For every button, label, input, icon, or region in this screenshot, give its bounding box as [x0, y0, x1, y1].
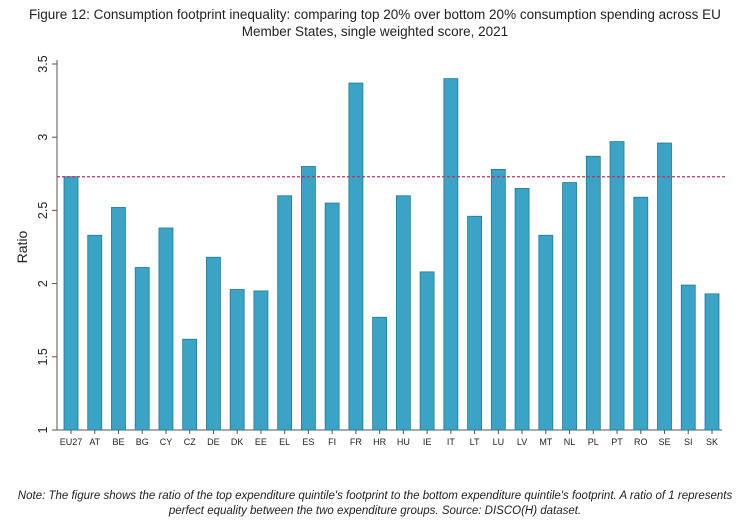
- bar-be: [111, 207, 126, 431]
- x-tick-label-de: DE: [207, 437, 220, 447]
- x-tick-label-hu: HU: [397, 437, 410, 447]
- x-tick-label-fi: FI: [328, 437, 336, 447]
- bar-pt: [609, 141, 625, 431]
- bar-dk: [229, 289, 245, 431]
- x-tick-label-sk: SK: [706, 437, 718, 447]
- y-tick-label: 2: [36, 280, 50, 287]
- bar-ie: [419, 271, 435, 431]
- bar-lv: [514, 188, 530, 431]
- figure-note: Note: The figure shows the ratio of the …: [17, 490, 733, 517]
- x-tick-label-es: ES: [302, 437, 314, 447]
- chart-area: 1 1.5 2 2.5 3 3.5 Ratio EU27 AT BE BG CY CZ DE DK EE EL E…: [0, 50, 750, 470]
- x-tick-label-se: SE: [659, 437, 671, 447]
- y-tick-label: 1.5: [36, 348, 50, 365]
- x-tick-label-ro: RO: [634, 437, 648, 447]
- bar-el: [277, 195, 293, 431]
- bar-de: [206, 256, 221, 431]
- x-tick-label-lt: LT: [470, 437, 480, 447]
- bar-sk: [704, 293, 720, 431]
- x-tick-label-lu: LU: [493, 437, 505, 447]
- bar-cz: [182, 338, 198, 431]
- x-tick-label-nl: NL: [564, 437, 576, 447]
- x-tick-label-fr: FR: [350, 437, 362, 447]
- bar-ee: [253, 290, 269, 431]
- bar-se: [657, 142, 672, 431]
- bar-it: [443, 78, 459, 431]
- bar-nl: [562, 182, 577, 431]
- bar-lt: [467, 215, 482, 431]
- x-tick-label-pl: PL: [588, 437, 599, 447]
- bar-lu: [490, 169, 506, 431]
- x-tick-label-cz: CZ: [184, 437, 196, 447]
- bar-hu: [395, 195, 411, 431]
- x-tick-label-lv: LV: [517, 437, 527, 447]
- x-tick-label-dk: DK: [231, 437, 244, 447]
- x-tick-label-it: IT: [447, 437, 456, 447]
- bar-chart: 1 1.5 2 2.5 3 3.5 Ratio EU27 AT BE BG CY CZ DE DK EE EL E…: [14, 55, 726, 447]
- bar-fi: [324, 202, 340, 431]
- y-tick-label: 3: [36, 134, 50, 141]
- figure-title: Figure 12: Consumption footprint inequal…: [29, 7, 721, 39]
- x-tick-label-hr: HR: [373, 437, 386, 447]
- bar-ro: [633, 196, 649, 431]
- bar-cy: [158, 227, 174, 431]
- y-tick-label: 1: [36, 426, 50, 433]
- y-tick-label: 2.5: [36, 202, 50, 219]
- x-tick-label-ie: IE: [423, 437, 432, 447]
- x-tick-label-si: SI: [684, 437, 693, 447]
- y-axis-title: Ratio: [14, 230, 30, 263]
- x-tick-label-bg: BG: [136, 437, 149, 447]
- bar-bg: [134, 267, 150, 431]
- bar-eu27: [63, 176, 79, 431]
- x-tick-label-mt: MT: [539, 437, 552, 447]
- x-tick-label-at: AT: [89, 437, 100, 447]
- x-tick-label-cy: CY: [160, 437, 173, 447]
- bar-hr: [372, 316, 388, 431]
- bar-mt: [538, 234, 554, 431]
- bar-fr: [348, 82, 364, 431]
- x-tick-label-ee: EE: [255, 437, 267, 447]
- bar-pl: [585, 155, 601, 431]
- x-tick-label-eu27: EU27: [60, 437, 83, 447]
- x-tick-label-el: EL: [279, 437, 290, 447]
- y-tick-label: 3.5: [36, 55, 50, 72]
- x-tick-label-pt: PT: [611, 437, 623, 447]
- x-tick-label-be: BE: [112, 437, 124, 447]
- bar-si: [680, 284, 696, 431]
- bar-es: [301, 166, 316, 431]
- bar-at: [87, 234, 103, 431]
